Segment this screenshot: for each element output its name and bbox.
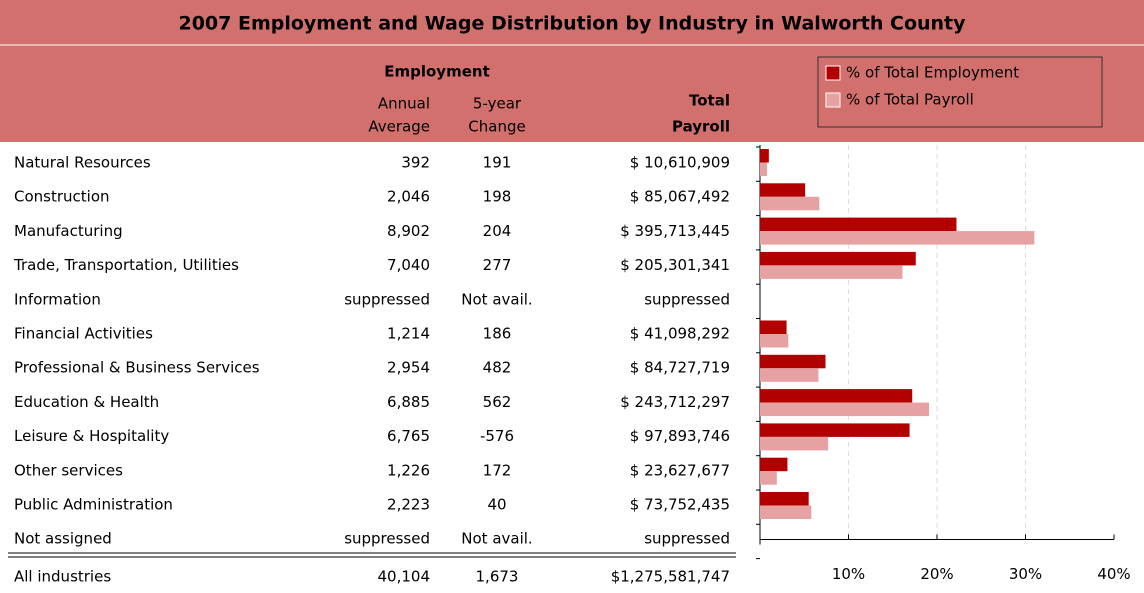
header-band bbox=[0, 0, 1144, 142]
bar bbox=[760, 457, 788, 472]
cell: 186 bbox=[483, 325, 512, 343]
col-header: 5-year bbox=[473, 95, 522, 113]
bar bbox=[760, 162, 768, 176]
cell: suppressed bbox=[644, 530, 730, 548]
x-tick-label: 40% bbox=[1097, 565, 1130, 583]
cell: Not avail. bbox=[461, 290, 532, 308]
cell: 198 bbox=[483, 188, 512, 206]
cell: 2,046 bbox=[387, 188, 430, 206]
cell: 8,902 bbox=[387, 222, 430, 240]
x-tick-label: 30% bbox=[1009, 565, 1042, 583]
cell: 40 bbox=[487, 496, 506, 514]
bar bbox=[760, 334, 789, 348]
row-label: Professional & Business Services bbox=[14, 359, 260, 377]
bar bbox=[760, 251, 916, 266]
cell: $ 395,713,445 bbox=[620, 222, 730, 240]
cell: 1,214 bbox=[387, 325, 430, 343]
bar bbox=[760, 231, 1035, 245]
cell: 392 bbox=[401, 154, 430, 172]
legend-swatch bbox=[825, 92, 841, 108]
bar bbox=[760, 320, 787, 334]
cell: 2,954 bbox=[387, 359, 430, 377]
col-header: Average bbox=[368, 118, 430, 136]
bar bbox=[760, 389, 913, 403]
cell: suppressed bbox=[644, 290, 730, 308]
cell: 172 bbox=[483, 461, 512, 479]
cell: $ 23,627,677 bbox=[630, 461, 730, 479]
total-cell: $1,275,581,747 bbox=[611, 568, 730, 586]
cell: 6,765 bbox=[387, 427, 430, 445]
cell: $ 41,098,292 bbox=[630, 325, 730, 343]
bar bbox=[760, 423, 910, 437]
cell: 6,885 bbox=[387, 393, 430, 411]
cell: $ 10,610,909 bbox=[630, 154, 730, 172]
employment-header: Employment bbox=[384, 63, 490, 81]
cell: $ 84,727,719 bbox=[630, 359, 730, 377]
legend-swatch bbox=[825, 65, 841, 81]
bar bbox=[760, 505, 812, 519]
row-label: Manufacturing bbox=[14, 222, 123, 240]
cell: $ 243,712,297 bbox=[620, 393, 730, 411]
row-label: Trade, Transportation, Utilities bbox=[13, 256, 239, 274]
col-header: Payroll bbox=[672, 118, 730, 136]
cell: $ 205,301,341 bbox=[620, 256, 730, 274]
bar bbox=[760, 492, 809, 506]
cell: 7,040 bbox=[387, 256, 430, 274]
col-header: Annual bbox=[378, 95, 430, 113]
cell: 562 bbox=[483, 393, 512, 411]
cell: $ 85,067,492 bbox=[630, 188, 730, 206]
cell: $ 97,893,746 bbox=[630, 427, 730, 445]
title: 2007 Employment and Wage Distribution by… bbox=[178, 13, 966, 35]
bar bbox=[760, 196, 820, 211]
row-label: Education & Health bbox=[14, 393, 159, 411]
legend-label: % of Total Employment bbox=[846, 64, 1019, 82]
bar bbox=[760, 265, 903, 279]
row-label: Natural Resources bbox=[14, 154, 151, 172]
cell: 191 bbox=[483, 154, 512, 172]
x-tick-label: 20% bbox=[920, 565, 953, 583]
cell: 277 bbox=[483, 256, 512, 274]
row-label: Financial Activities bbox=[14, 325, 153, 343]
cell: Not avail. bbox=[461, 530, 532, 548]
total-label: All industries bbox=[14, 568, 111, 586]
row-label: Other services bbox=[14, 461, 123, 479]
bar bbox=[760, 368, 819, 382]
cell: 2,223 bbox=[387, 496, 430, 514]
bar bbox=[760, 471, 777, 485]
row-label: Leisure & Hospitality bbox=[14, 427, 169, 445]
cell: 482 bbox=[483, 359, 512, 377]
bar bbox=[760, 354, 826, 369]
bar bbox=[760, 436, 829, 451]
col-header: Change bbox=[468, 118, 525, 136]
bar bbox=[760, 217, 957, 232]
cell: -576 bbox=[480, 427, 514, 445]
cell: suppressed bbox=[344, 290, 430, 308]
cell: $ 73,752,435 bbox=[630, 496, 730, 514]
col-header: Total bbox=[689, 92, 730, 110]
total-cell: 1,673 bbox=[476, 568, 519, 586]
bar bbox=[760, 149, 769, 163]
row-label: Public Administration bbox=[14, 496, 173, 514]
bar bbox=[760, 183, 806, 197]
cell: 1,226 bbox=[387, 461, 430, 479]
legend-label: % of Total Payroll bbox=[846, 91, 974, 109]
legend-box bbox=[817, 56, 1103, 128]
row-label: Information bbox=[14, 290, 101, 308]
cell: 204 bbox=[483, 222, 512, 240]
row-label: Construction bbox=[14, 188, 110, 206]
row-label: Not assigned bbox=[14, 530, 112, 548]
cell: suppressed bbox=[344, 530, 430, 548]
total-cell: 40,104 bbox=[378, 568, 431, 586]
bar bbox=[760, 402, 930, 417]
x-tick-label: 10% bbox=[832, 565, 865, 583]
